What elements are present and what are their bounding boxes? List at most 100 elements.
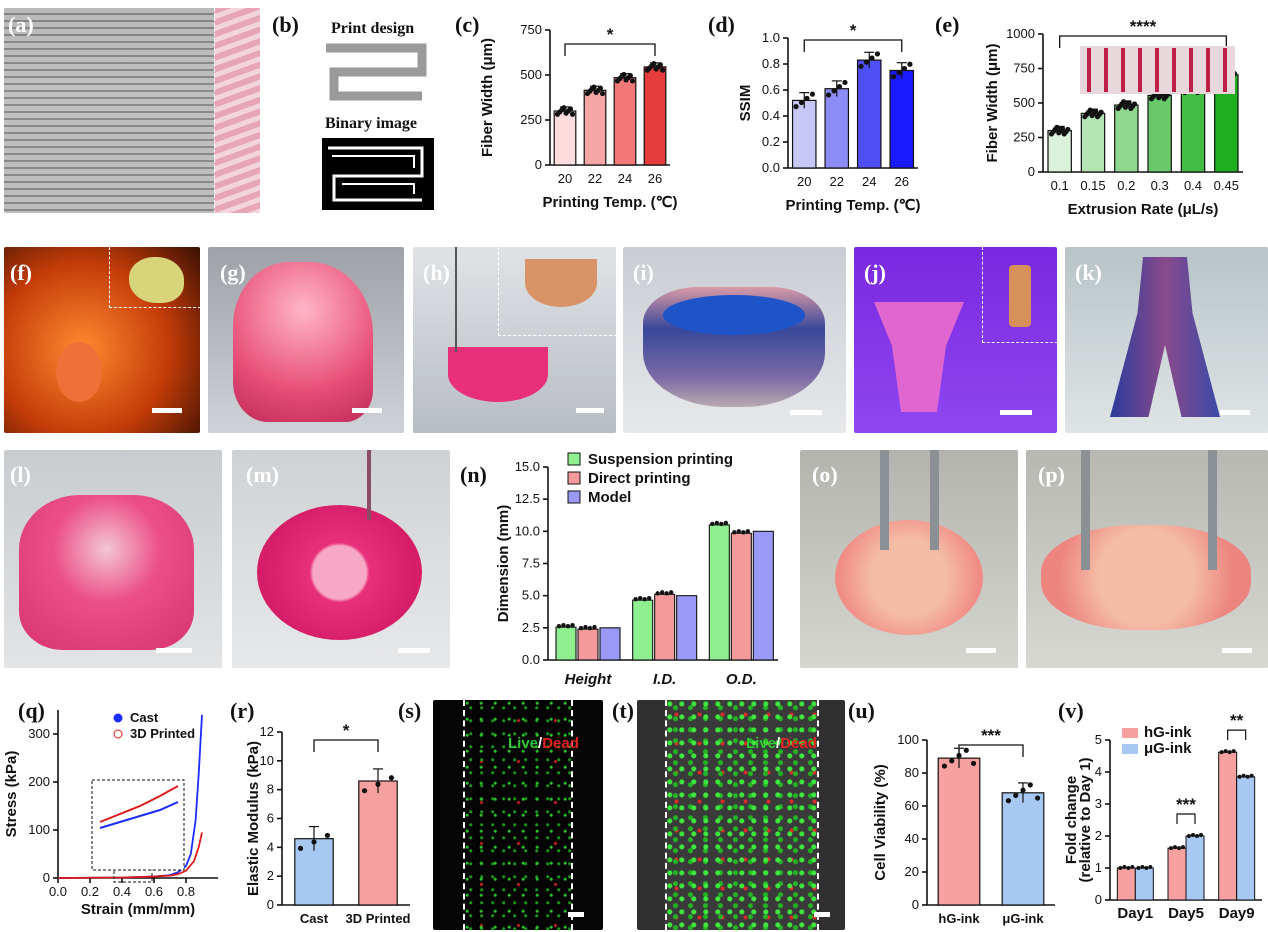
print-design-title: Print design (331, 20, 415, 37)
data-point (1187, 834, 1191, 838)
significance-label: **** (1130, 17, 1157, 36)
bar (643, 66, 667, 166)
label-b: (b) (272, 12, 299, 37)
y-tick-label: 4 (267, 839, 274, 854)
x-tick-label: Day5 (1168, 905, 1204, 922)
photo-s-live-dead (433, 700, 603, 930)
live-dead-label-s: Live/Dead (508, 735, 579, 752)
data-point (599, 90, 606, 97)
bar (1185, 835, 1205, 901)
inset-box (91, 779, 185, 871)
y-tick-label: 0.8 (762, 56, 780, 71)
y-tick-label: 750 (1013, 61, 1035, 76)
label-k: (k) (1075, 260, 1102, 285)
data-point (842, 79, 848, 86)
scalebar-f (152, 408, 182, 413)
chart-c: 0 250 500 750 20 22 24 26 Printing Temp. (℃) Fibe… (479, 22, 678, 211)
significance-label: ** (1230, 711, 1244, 730)
y-tick-label: 300 (28, 726, 50, 741)
data-point (1087, 107, 1093, 113)
scalebar-t (814, 912, 830, 917)
bar (577, 628, 599, 661)
data-point (621, 71, 627, 78)
data-point (804, 95, 810, 101)
data-point (831, 88, 837, 94)
inset-fiber (1155, 48, 1159, 92)
x-tick-label: Height (565, 671, 613, 688)
photo-t-live-dead (637, 700, 845, 930)
bar (1047, 129, 1072, 173)
y-tick-label: 80 (905, 765, 919, 780)
x-tick-label: 26 (895, 174, 909, 189)
bar (583, 89, 607, 166)
data-point (651, 61, 657, 67)
photo-j-y-vessel (854, 247, 1057, 433)
data-point (642, 596, 647, 602)
data-point (1027, 782, 1033, 788)
legend-label: Suspension printing (588, 451, 733, 468)
bar (613, 77, 637, 166)
data-point (1199, 833, 1203, 837)
scalebar-s (568, 912, 584, 917)
x-axis-label: Strain (mm/mm) (81, 901, 195, 918)
y-tick-label: 3 (1095, 796, 1102, 811)
significance-bracket (313, 739, 379, 752)
significance-bracket (1059, 35, 1227, 48)
data-point (714, 520, 720, 526)
bar (1236, 776, 1256, 901)
bar (937, 757, 981, 906)
label-f: (f) (10, 260, 32, 285)
photo-i-bowl-dyed (623, 247, 846, 433)
chart-d: 0.0 0.2 0.4 0.6 0.8 1.0 20 22 24 26 Printing Temp.… (737, 21, 920, 214)
data-point (863, 59, 870, 65)
inset-printed (99, 785, 179, 823)
x-tick-label: 0.2 (81, 884, 99, 899)
x-tick-label: 0.1 (1051, 178, 1069, 193)
label-h: (h) (423, 260, 450, 285)
y-tick-label: 200 (28, 774, 50, 789)
data-point (1237, 774, 1242, 779)
data-point (1140, 865, 1145, 869)
bar (730, 532, 752, 661)
data-point (896, 69, 902, 76)
data-point (657, 62, 663, 68)
inset-fiber (1121, 48, 1125, 92)
bar (1180, 88, 1206, 173)
data-point (874, 51, 881, 57)
y-tick-label: 7.5 (522, 556, 540, 571)
bar (1116, 867, 1136, 901)
x-tick-label: 0.15 (1080, 178, 1105, 193)
y-axis-label: Fiber Width (μm) (984, 43, 1001, 162)
x-axis-label: Printing Temp. (℃) (543, 194, 678, 211)
y-tick-label: 0 (43, 870, 50, 885)
data-point (1191, 833, 1195, 837)
significance-label: * (607, 25, 614, 44)
label-n: (n) (460, 462, 487, 487)
bar (599, 627, 621, 661)
y-tick-label: 6 (267, 811, 274, 826)
inset-fiber (1104, 48, 1108, 92)
data-point (1054, 124, 1060, 130)
y-tick-label: 20 (905, 864, 919, 879)
significance-bracket (1227, 729, 1247, 741)
chart-e: 0 250 500 750 1000 0.1 0.15 0.2 0.3 0.4 0.45 Extrus… (984, 17, 1243, 218)
data-point (1126, 866, 1131, 870)
y-axis-label: Cell Viability (%) (872, 764, 889, 880)
data-point (324, 832, 331, 839)
significance-bracket (564, 43, 656, 56)
bar (654, 593, 676, 661)
data-point (569, 111, 576, 117)
legend-swatch (567, 490, 581, 504)
data-point (970, 760, 977, 767)
x-tick-label: Day1 (1117, 905, 1153, 922)
data-point (1195, 834, 1199, 838)
scalebar-m (398, 648, 430, 653)
data-point (565, 623, 571, 629)
chart-u: 0 20 40 60 80 100 hG-ink μG-ink Cell Viability (… (872, 726, 1055, 926)
data-point (809, 91, 816, 97)
y-tick-label: 0.6 (762, 82, 780, 97)
y-tick-label: 0.4 (762, 108, 780, 123)
data-point (710, 521, 715, 527)
data-point (869, 55, 875, 61)
label-c: (c) (455, 12, 480, 37)
